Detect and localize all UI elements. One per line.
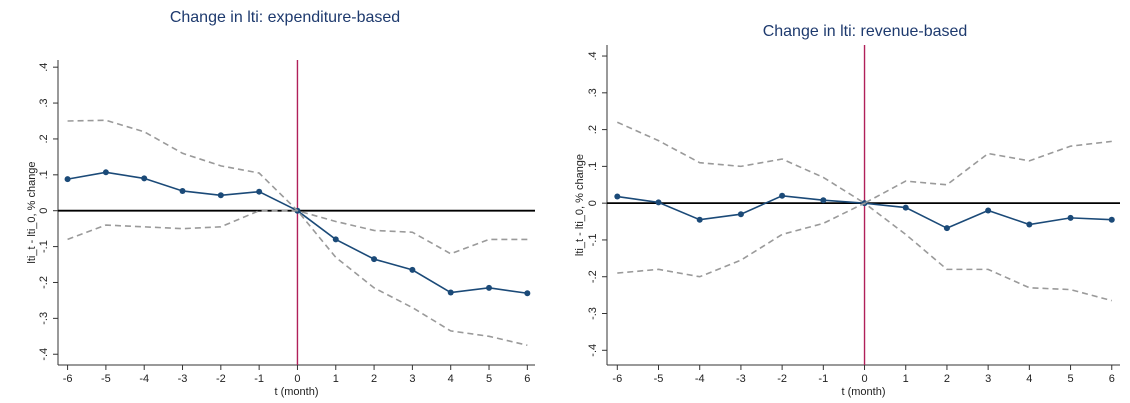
point	[332, 236, 339, 243]
x-tick-label: 1	[333, 373, 339, 385]
y-tick-label: -.3	[38, 312, 50, 325]
point	[985, 207, 992, 214]
y-tick-label: .1	[38, 170, 50, 179]
point	[447, 289, 454, 296]
x-tick-label: 0	[861, 373, 867, 385]
y-tick-label: 0	[38, 208, 50, 214]
point	[779, 192, 786, 199]
y-tick-label: -.2	[38, 276, 50, 289]
x-tick-label: 3	[985, 373, 991, 385]
point	[64, 176, 71, 183]
x-tick-label: -3	[736, 373, 746, 385]
y-tick-label: .4	[587, 51, 599, 60]
ci-line	[617, 202, 1112, 302]
point	[409, 266, 416, 273]
x-tick-label: 6	[1109, 373, 1115, 385]
x-tick-label: 0	[294, 373, 300, 385]
ci-line	[67, 209, 528, 347]
x-tick-label: 4	[448, 373, 454, 385]
x-tick-label: 5	[1067, 373, 1073, 385]
point	[737, 211, 744, 218]
x-tick-label: -5	[101, 373, 111, 385]
y-tick-label: -.2	[587, 270, 599, 283]
x-tick-label: -4	[139, 373, 149, 385]
point	[179, 187, 186, 194]
x-tick-label: 1	[903, 373, 909, 385]
point	[141, 175, 148, 182]
point	[486, 284, 493, 291]
point	[820, 197, 827, 204]
x-tick-label: -1	[254, 373, 264, 385]
point	[1108, 216, 1115, 223]
y-tick-label: .1	[587, 162, 599, 171]
x-tick-label: -1	[818, 373, 828, 385]
x-tick-label: 3	[409, 373, 415, 385]
y-tick-label: .4	[38, 63, 50, 72]
y-tick-label: .3	[38, 98, 50, 107]
y-tick-label: .2	[587, 125, 599, 134]
x-tick-label: -2	[777, 373, 787, 385]
y-axis-label: lti_t - lti_0, % change	[26, 161, 38, 263]
y-tick-label: .3	[587, 88, 599, 97]
ci-line	[616, 121, 1112, 205]
x-tick-label: -6	[612, 373, 622, 385]
point	[614, 193, 621, 200]
point	[217, 192, 224, 199]
chart-title: Change in lti: revenue-based	[763, 23, 968, 40]
chart-title: Change in lti: expenditure-based	[170, 9, 400, 26]
x-axis-label: t (month)	[841, 386, 885, 398]
x-tick-label: -2	[216, 373, 226, 385]
point	[696, 216, 703, 223]
y-tick-label: .2	[38, 134, 50, 143]
point	[256, 188, 263, 195]
x-tick-label: 4	[1026, 373, 1032, 385]
y-tick-label: -.1	[38, 240, 50, 253]
point	[943, 225, 950, 232]
y-tick-label: -.1	[587, 234, 599, 247]
y-tick-label: -.3	[587, 307, 599, 320]
y-axis-label: lti_t - lti_0, % change	[574, 154, 586, 256]
y-tick-label: -.4	[587, 344, 599, 357]
x-tick-label: 5	[486, 373, 492, 385]
x-tick-label: -4	[695, 373, 705, 385]
point	[371, 256, 378, 263]
point	[1026, 221, 1033, 228]
x-axis-label: t (month)	[274, 386, 318, 398]
x-tick-label: -5	[654, 373, 664, 385]
point	[102, 169, 109, 176]
y-tick-label: -.4	[38, 348, 50, 361]
point	[524, 290, 531, 297]
point	[655, 199, 662, 206]
x-tick-label: -3	[178, 373, 188, 385]
point	[902, 204, 909, 211]
point	[1067, 214, 1074, 221]
x-tick-label: 2	[371, 373, 377, 385]
x-tick-label: 2	[944, 373, 950, 385]
x-tick-label: 6	[524, 373, 530, 385]
x-tick-label: -6	[63, 373, 73, 385]
y-tick-label: 0	[587, 200, 599, 206]
